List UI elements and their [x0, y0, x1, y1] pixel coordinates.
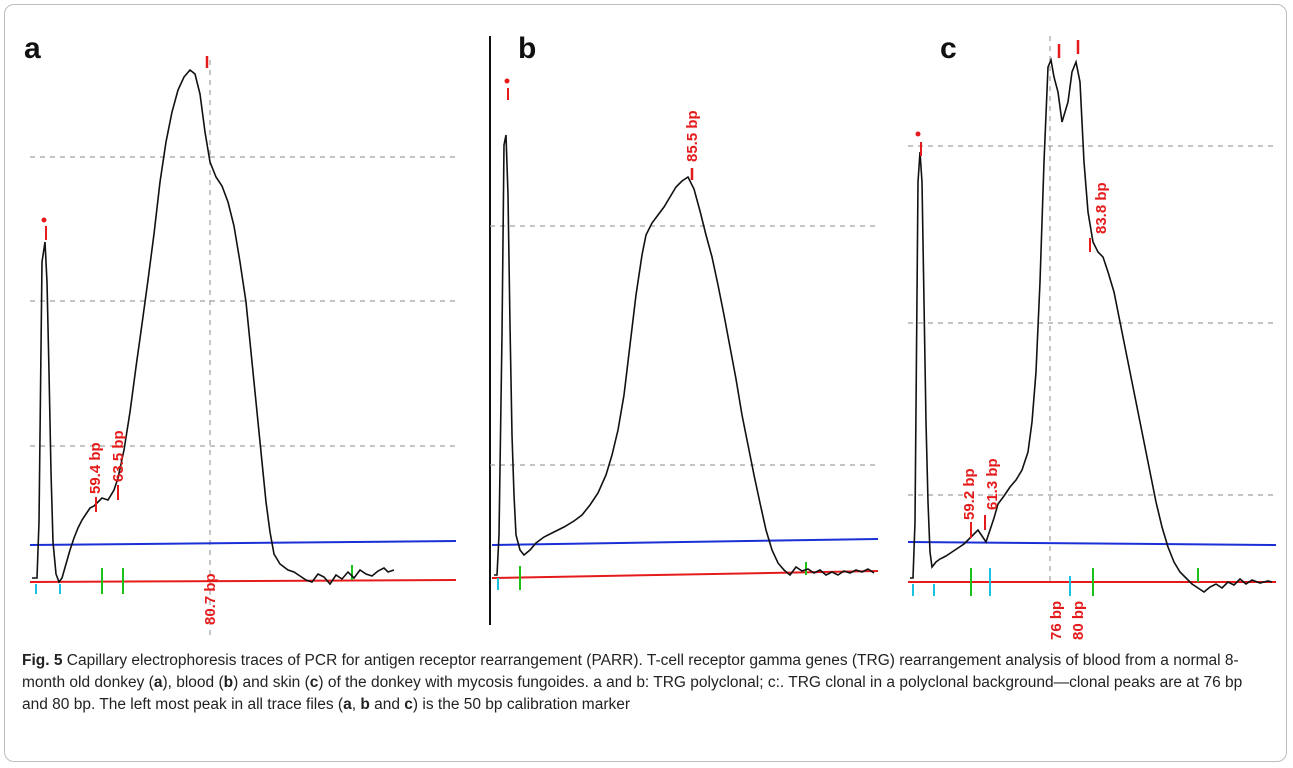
peak-label-85-5: 85.5 bp	[684, 110, 701, 162]
baseline-line	[491, 570, 879, 579]
caption-letter: b	[360, 696, 370, 713]
panel-c-trace	[910, 57, 1273, 593]
caption-text: ) and skin (	[233, 674, 310, 691]
caption-letter: c	[404, 696, 413, 713]
caption-text: ) of the donkey with mycosis fungoides. …	[22, 674, 1243, 713]
calibration-dot	[915, 131, 921, 137]
figure-caption: Fig. 5 Capillary electrophoresis traces …	[22, 650, 1272, 716]
peak-label-83-8: 83.8 bp	[1093, 182, 1110, 234]
panel-a: a 59.4 bp 63.5 bp 80.7 bp	[24, 32, 457, 640]
panel-c-gridlines	[908, 36, 1276, 585]
calibration-dot	[41, 217, 47, 223]
peak-label-59-2: 59.2 bp	[961, 468, 978, 520]
caption-letter: a	[343, 696, 352, 713]
peak-label-80-7: 80.7 bp	[202, 573, 219, 625]
figure-frame	[4, 4, 1287, 762]
panel-b-gridlines	[490, 225, 878, 466]
panel-c-markers	[912, 568, 1199, 596]
caption-text: and	[369, 696, 405, 713]
threshold-line	[491, 538, 879, 546]
calibration-dot	[504, 78, 510, 84]
caption-text: ), blood (	[162, 674, 224, 691]
panel-b-trace	[494, 134, 875, 577]
peak-label-61-3: 61.3 bp	[984, 458, 1001, 510]
panel-a-trace	[32, 68, 395, 586]
panel-b-letter: b	[518, 32, 536, 65]
threshold-line	[29, 540, 457, 546]
panel-a-letter: a	[24, 32, 41, 65]
caption-letter: b	[223, 674, 234, 691]
peak-label-59-4: 59.4 bp	[87, 442, 104, 494]
peak-label-80: 80 bp	[1070, 601, 1087, 640]
panel-b: b 85.5 bp	[489, 32, 879, 625]
panel-c: c 59.2 bp 61.3 bp 83.8 bp 76 bp 8	[907, 32, 1277, 640]
peak-label-63-5: 63.5 bp	[110, 430, 127, 482]
caption-letter: c	[309, 674, 319, 691]
caption-text: ,	[351, 696, 361, 713]
panel-c-letter: c	[940, 32, 957, 65]
peak-label-76: 76 bp	[1048, 601, 1065, 640]
electropherogram-panels: a 59.4 bp 63.5 bp 80.7 bp b	[24, 32, 1277, 640]
caption-text: Capillary electrophoresis traces of PCR …	[22, 652, 1239, 691]
baseline-line	[29, 579, 457, 583]
caption-text: ) is the 50 bp calibration marker	[412, 696, 631, 713]
threshold-line	[907, 541, 1277, 546]
caption-letter: a	[153, 674, 163, 691]
figure-label: Fig. 5	[22, 652, 63, 669]
panel-a-markers	[35, 565, 353, 594]
panel-a-gridlines	[30, 60, 456, 640]
panel-b-markers	[497, 562, 807, 590]
